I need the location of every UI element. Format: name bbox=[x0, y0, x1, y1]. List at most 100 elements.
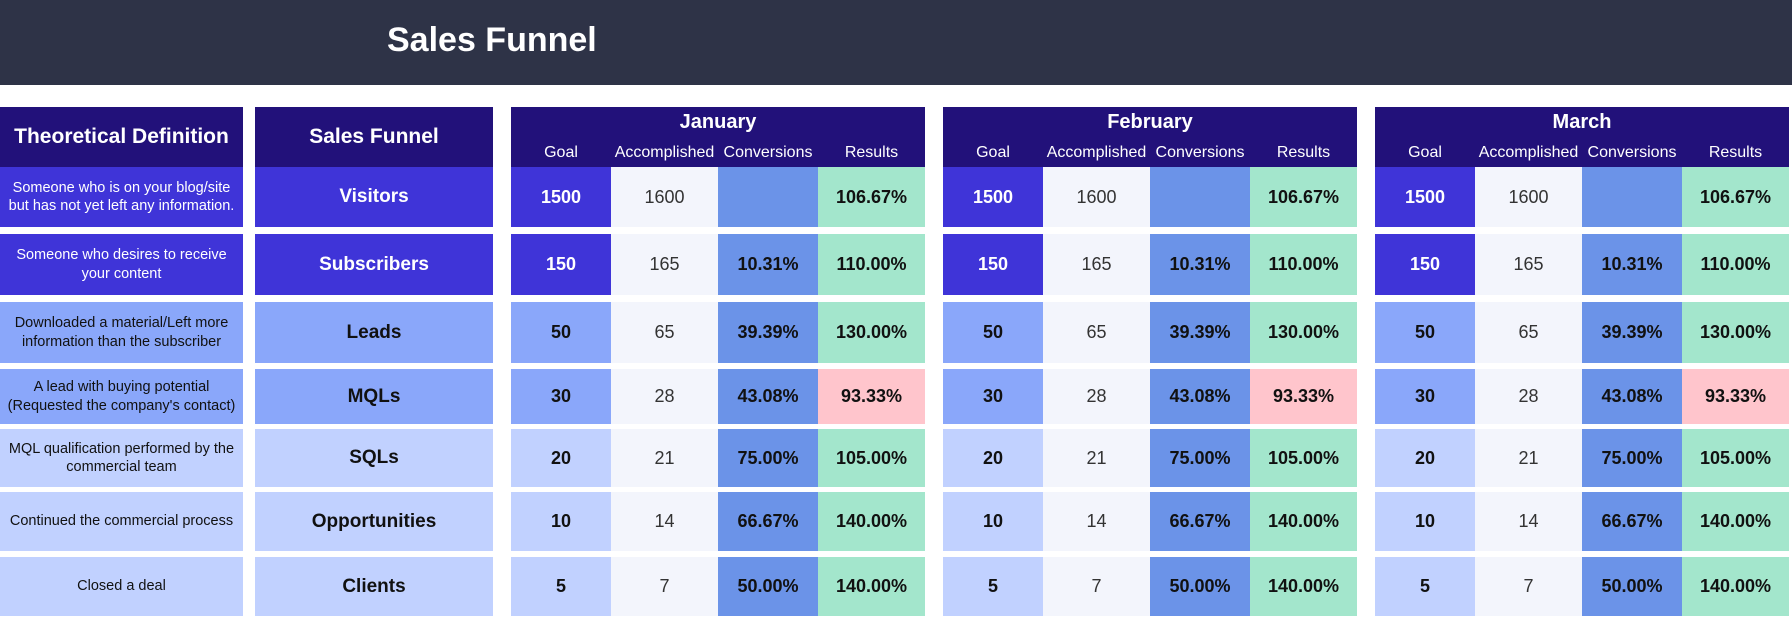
accomplished-cell: 21 bbox=[1043, 429, 1150, 487]
accomplished-cell: 14 bbox=[1475, 492, 1582, 551]
conversion-cell bbox=[1582, 167, 1682, 227]
accomplished-cell: 165 bbox=[1475, 234, 1582, 295]
conversion-cell: 10.31% bbox=[1582, 234, 1682, 295]
result-cell: 140.00% bbox=[1682, 492, 1789, 551]
accomplished-cell: 14 bbox=[1043, 492, 1150, 551]
result-cell: 110.00% bbox=[1682, 234, 1789, 295]
table-row: 10 14 66.67% 140.00% bbox=[511, 492, 925, 551]
table-row: 30 28 43.08% 93.33% bbox=[943, 369, 1357, 424]
month-header: January Goal Accomplished Conversions Result… bbox=[511, 107, 925, 167]
conversion-cell: 39.39% bbox=[1582, 302, 1682, 363]
result-cell: 130.00% bbox=[1682, 302, 1789, 363]
column-header-accomplished: Accomplished bbox=[1478, 144, 1579, 161]
conversion-cell: 50.00% bbox=[1150, 557, 1250, 616]
definition-cell: Closed a deal bbox=[0, 557, 243, 616]
month-header: March Goal Accomplished Conversions Results bbox=[1375, 107, 1789, 167]
goal-cell: 30 bbox=[943, 369, 1043, 424]
conversion-cell: 75.00% bbox=[1582, 429, 1682, 487]
funnel-stage-mqls: MQLs bbox=[255, 369, 493, 424]
page-title: Sales Funnel bbox=[387, 21, 597, 59]
goal-cell: 150 bbox=[1375, 234, 1475, 295]
goal-cell: 10 bbox=[943, 492, 1043, 551]
column-header-goal: Goal bbox=[976, 144, 1010, 161]
conversion-cell: 75.00% bbox=[718, 429, 818, 487]
conversion-cell bbox=[718, 167, 818, 227]
column-header-conversions: Conversions bbox=[1155, 144, 1245, 161]
funnel-stage-sqls: SQLs bbox=[255, 429, 493, 487]
accomplished-cell: 28 bbox=[1043, 369, 1150, 424]
conversion-cell: 10.31% bbox=[718, 234, 818, 295]
month-table-january: January Goal Accomplished Conversions Result… bbox=[511, 107, 925, 616]
goal-cell: 50 bbox=[1375, 302, 1475, 363]
accomplished-cell: 1600 bbox=[1475, 167, 1582, 227]
column-header-conversions: Conversions bbox=[1587, 144, 1677, 161]
funnel-stage-opportunities: Opportunities bbox=[255, 492, 493, 551]
conversion-cell: 50.00% bbox=[718, 557, 818, 616]
accomplished-cell: 165 bbox=[611, 234, 718, 295]
funnel-stage-clients: Clients bbox=[255, 557, 493, 616]
table-row: 30 28 43.08% 93.33% bbox=[511, 369, 925, 424]
result-cell: 106.67% bbox=[818, 167, 925, 227]
month-name: February bbox=[1107, 111, 1193, 133]
definition-cell: Someone who is on your blog/site but has… bbox=[0, 167, 243, 227]
goal-cell: 5 bbox=[511, 557, 611, 616]
table-row: 150 165 10.31% 110.00% bbox=[943, 234, 1357, 295]
conversion-cell: 66.67% bbox=[1582, 492, 1682, 551]
column-header-results: Results bbox=[1708, 144, 1763, 161]
table-row: 5 7 50.00% 140.00% bbox=[1375, 557, 1789, 616]
funnel-stage-visitors: Visitors bbox=[255, 167, 493, 227]
conversion-cell: 50.00% bbox=[1582, 557, 1682, 616]
funnel-column: Sales Funnel Visitors Subscribers Leads MQL… bbox=[255, 107, 493, 616]
definition-cell: Someone who desires to receive your cont… bbox=[0, 234, 243, 295]
conversion-cell: 39.39% bbox=[1150, 302, 1250, 363]
result-cell: 110.00% bbox=[818, 234, 925, 295]
goal-cell: 20 bbox=[943, 429, 1043, 487]
accomplished-cell: 65 bbox=[1043, 302, 1150, 363]
result-cell: 93.33% bbox=[1682, 369, 1789, 424]
goal-cell: 5 bbox=[943, 557, 1043, 616]
table-row: 150 165 10.31% 110.00% bbox=[511, 234, 925, 295]
goal-cell: 20 bbox=[1375, 429, 1475, 487]
goal-cell: 5 bbox=[1375, 557, 1475, 616]
goal-cell: 1500 bbox=[1375, 167, 1475, 227]
conversion-cell bbox=[1150, 167, 1250, 227]
result-cell: 140.00% bbox=[818, 492, 925, 551]
accomplished-cell: 65 bbox=[611, 302, 718, 363]
accomplished-cell: 7 bbox=[1475, 557, 1582, 616]
column-header-results: Results bbox=[1276, 144, 1331, 161]
definition-cell: MQL qualification performed by the comme… bbox=[0, 429, 243, 487]
table-row: 20 21 75.00% 105.00% bbox=[511, 429, 925, 487]
table-row: 50 65 39.39% 130.00% bbox=[943, 302, 1357, 363]
table-row: 50 65 39.39% 130.00% bbox=[511, 302, 925, 363]
table-row: 30 28 43.08% 93.33% bbox=[1375, 369, 1789, 424]
result-cell: 106.67% bbox=[1250, 167, 1357, 227]
accomplished-cell: 14 bbox=[611, 492, 718, 551]
goal-cell: 20 bbox=[511, 429, 611, 487]
result-cell: 105.00% bbox=[1250, 429, 1357, 487]
goal-cell: 10 bbox=[1375, 492, 1475, 551]
conversion-cell: 43.08% bbox=[718, 369, 818, 424]
result-cell: 140.00% bbox=[818, 557, 925, 616]
accomplished-cell: 165 bbox=[1043, 234, 1150, 295]
accomplished-cell: 21 bbox=[611, 429, 718, 487]
column-header-accomplished: Accomplished bbox=[1046, 144, 1147, 161]
goal-cell: 30 bbox=[1375, 369, 1475, 424]
definition-cell: Continued the commercial process bbox=[0, 492, 243, 551]
result-cell: 140.00% bbox=[1682, 557, 1789, 616]
accomplished-cell: 28 bbox=[611, 369, 718, 424]
table-row: 50 65 39.39% 130.00% bbox=[1375, 302, 1789, 363]
table-row: 5 7 50.00% 140.00% bbox=[511, 557, 925, 616]
conversion-cell: 43.08% bbox=[1150, 369, 1250, 424]
goal-cell: 1500 bbox=[943, 167, 1043, 227]
goal-cell: 50 bbox=[943, 302, 1043, 363]
goal-cell: 1500 bbox=[511, 167, 611, 227]
goal-cell: 150 bbox=[511, 234, 611, 295]
conversion-cell: 39.39% bbox=[718, 302, 818, 363]
column-header-conversions: Conversions bbox=[723, 144, 813, 161]
accomplished-cell: 7 bbox=[611, 557, 718, 616]
table-row: 150 165 10.31% 110.00% bbox=[1375, 234, 1789, 295]
month-name: January bbox=[679, 111, 757, 133]
month-name: March bbox=[1552, 111, 1612, 133]
table-row: 20 21 75.00% 105.00% bbox=[1375, 429, 1789, 487]
column-header-goal: Goal bbox=[1408, 144, 1442, 161]
